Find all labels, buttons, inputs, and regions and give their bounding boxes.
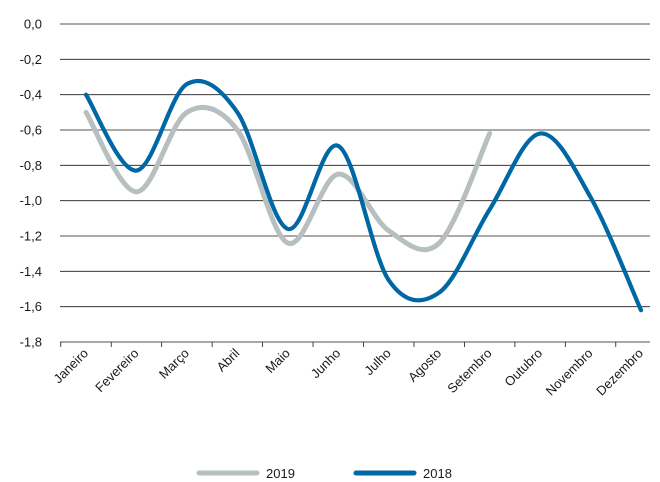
x-tick-label: Julho	[361, 346, 394, 379]
series-line-2019	[83, 104, 493, 253]
legend: 2019 2018	[196, 466, 452, 481]
x-tick-label: Novembro	[543, 346, 596, 399]
x-axis-tick-labels: Janeiro Fevereiro Março Abril Maio Junho Julho…	[50, 345, 646, 398]
y-tick-label: -1,8	[20, 335, 42, 350]
x-tick-label: Janeiro	[50, 346, 91, 387]
y-tick-label: -0,8	[20, 158, 42, 173]
x-tick-label: Maio	[262, 346, 293, 377]
gridlines	[60, 23, 650, 343]
legend-label: 2019	[266, 466, 295, 481]
x-tick-label: Fevereiro	[92, 346, 141, 395]
y-tick-label: -1,4	[20, 264, 42, 279]
y-tick-label: -1,6	[20, 299, 42, 314]
y-tick-label: 0,0	[24, 17, 42, 32]
x-tick-label: Junho	[308, 346, 344, 382]
y-tick-label: -1,2	[20, 229, 42, 244]
y-axis-tick-labels: 0,0 -0,2 -0,4 -0,6 -0,8 -1,0 -1,2 -1,4 -1,6 -1,8	[20, 17, 42, 350]
x-tick-label: Setembro	[444, 346, 494, 396]
x-tick-label: Agosto	[405, 346, 444, 385]
y-tick-label: -0,4	[20, 87, 42, 102]
series-line-2018	[83, 78, 644, 313]
x-axis	[60, 342, 617, 347]
y-tick-label: -0,2	[20, 52, 42, 67]
x-tick-label: Dezembro	[593, 346, 646, 399]
legend-label: 2018	[423, 466, 452, 481]
y-tick-label: -0,6	[20, 123, 42, 138]
series-lines	[83, 78, 644, 313]
x-tick-label: Abril	[213, 345, 242, 374]
x-tick-label: Março	[156, 346, 192, 382]
y-tick-label: -1,0	[20, 193, 42, 208]
x-tick-label: Outubro	[501, 346, 545, 390]
